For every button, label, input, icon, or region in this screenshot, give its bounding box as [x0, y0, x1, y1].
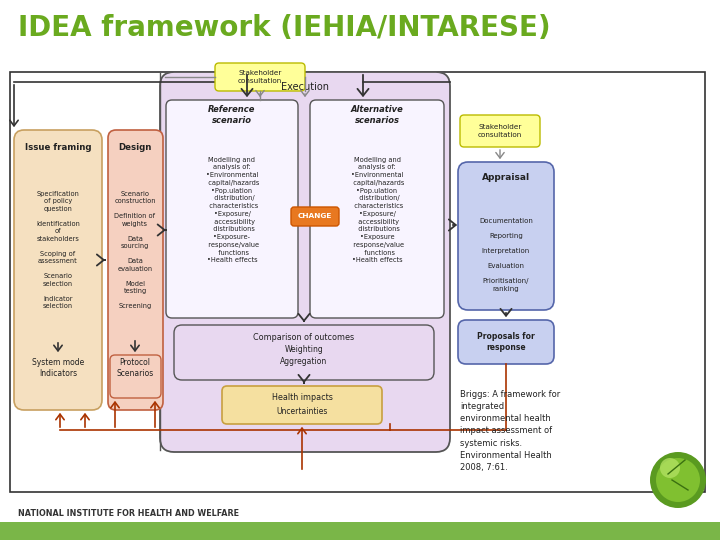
Circle shape [650, 452, 706, 508]
Circle shape [656, 458, 700, 502]
Circle shape [660, 458, 680, 478]
Bar [10, 72, 705, 492]
Text: Modelling and
analysis of:
•Environmental
  capital/hazards
•Pop.ulation
  distr: Modelling and analysis of: •Environmenta… [349, 157, 405, 264]
FancyBboxPatch shape [310, 100, 444, 318]
Text: System mode
Indicators: System mode Indicators [32, 358, 84, 378]
Text: Stakeholder
consultation: Stakeholder consultation [478, 124, 522, 138]
FancyBboxPatch shape [458, 320, 554, 364]
FancyBboxPatch shape [108, 130, 163, 410]
FancyBboxPatch shape [110, 355, 161, 398]
Text: Briggs: A framework for
integrated
environmental health
impact assessment of
sys: Briggs: A framework for integrated envir… [460, 390, 560, 472]
Text: NATIONAL INSTITUTE FOR HEALTH AND WELFARE: NATIONAL INSTITUTE FOR HEALTH AND WELFAR… [18, 510, 239, 518]
Text: Alternative
scenarios: Alternative scenarios [351, 105, 403, 125]
Text: Design: Design [118, 144, 152, 152]
Text: Stakeholder
consultation: Stakeholder consultation [238, 70, 282, 84]
FancyBboxPatch shape [174, 325, 434, 380]
Text: Issue framing: Issue framing [24, 144, 91, 152]
Text: Protocol
Scenarios: Protocol Scenarios [117, 358, 153, 378]
Text: Comparison of outcomes: Comparison of outcomes [253, 333, 354, 341]
Text: Modelling and
analysis of:
•Environmental
  capital/hazards
•Pop.ulation
  distr: Modelling and analysis of: •Environmenta… [204, 157, 260, 264]
FancyBboxPatch shape [14, 130, 102, 410]
Text: Documentation

Reporting

Interpretation

Evaluation

Prioritisation/
ranking: Documentation Reporting Interpretation E… [479, 218, 533, 292]
Text: Specification
of policy
question

Identification
of
stakeholders

Scoping of
ass: Specification of policy question Identif… [36, 191, 80, 309]
FancyBboxPatch shape [166, 100, 298, 318]
Text: Execution: Execution [281, 82, 329, 92]
Bar [0, 522, 720, 540]
FancyBboxPatch shape [458, 162, 554, 310]
FancyBboxPatch shape [222, 386, 382, 424]
FancyBboxPatch shape [215, 63, 305, 91]
Text: Weighting: Weighting [284, 346, 323, 354]
Text: CHANGE: CHANGE [298, 213, 332, 219]
FancyBboxPatch shape [160, 72, 450, 452]
Text: Health impacts: Health impacts [271, 394, 333, 402]
Text: Uncertainties: Uncertainties [276, 408, 328, 416]
Text: Appraisal: Appraisal [482, 173, 530, 183]
Text: Aggregation: Aggregation [280, 357, 328, 367]
FancyBboxPatch shape [460, 115, 540, 147]
Text: Scenario
construction

Definition of
weights

Data
sourcing

Data
evaluation

Mo: Scenario construction Definition of weig… [114, 191, 156, 309]
Text: IDEA framework (IEHIA/INTARESE): IDEA framework (IEHIA/INTARESE) [18, 14, 551, 42]
Text: Reference
scenario: Reference scenario [208, 105, 256, 125]
Text: Proposals for
response: Proposals for response [477, 332, 535, 352]
FancyBboxPatch shape [291, 207, 339, 226]
